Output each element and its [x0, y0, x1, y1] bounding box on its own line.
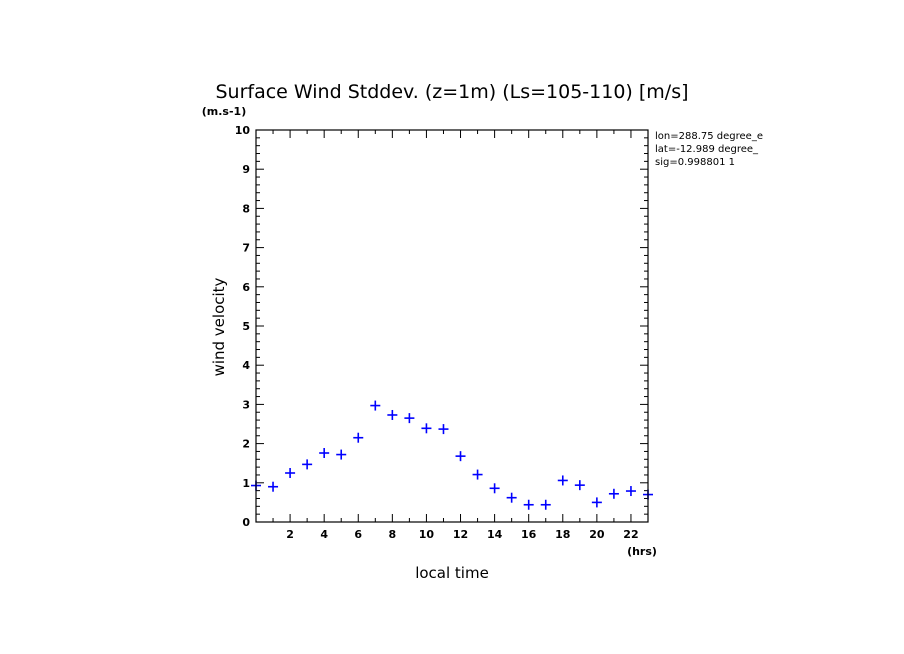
chart-title: Surface Wind Stddev. (z=1m) (Ls=105-110)… [215, 81, 688, 103]
x-tick-label: 4 [320, 528, 328, 541]
data-point [285, 468, 296, 478]
data-point [404, 413, 415, 424]
data-point [489, 483, 500, 494]
x-tick-label: 10 [419, 528, 435, 541]
data-point [387, 409, 398, 420]
x-unit-label: (hrs) [627, 545, 657, 558]
data-point [455, 451, 466, 462]
y-tick-label: 6 [242, 281, 250, 294]
data-point [523, 499, 534, 510]
data-point [591, 497, 602, 508]
data-point [557, 475, 568, 486]
info-line-lat: lat=-12.989 degree_ [655, 144, 759, 155]
x-tick-label: 18 [555, 528, 570, 541]
y-tick-label: 3 [242, 398, 250, 411]
data-point [608, 488, 619, 499]
y-axis-label: wind velocity [210, 277, 228, 376]
x-tick-label: 20 [589, 528, 605, 541]
y-tick-label: 5 [242, 320, 250, 333]
data-point [438, 424, 449, 435]
y-tick-label: 10 [235, 124, 251, 137]
y-tick-label: 9 [242, 163, 250, 176]
data-point [540, 499, 551, 510]
data-point [625, 486, 636, 497]
x-tick-label: 22 [623, 528, 638, 541]
x-tick-label: 12 [453, 528, 468, 541]
data-point [472, 469, 483, 480]
y-tick-label: 7 [242, 242, 250, 255]
data-point [370, 400, 381, 411]
y-tick-label: 1 [242, 477, 250, 490]
data-point [319, 448, 330, 459]
data-points [251, 400, 653, 510]
y-unit-label: (m.s-1) [202, 105, 246, 118]
data-point [268, 481, 279, 492]
data-point [574, 480, 585, 491]
y-tick-label: 0 [242, 516, 250, 529]
x-axis-label: local time [415, 564, 489, 582]
x-tick-label: 6 [354, 528, 362, 541]
info-line-sig: sig=0.998801 1 [655, 157, 735, 168]
data-point [506, 492, 517, 503]
data-point [336, 449, 347, 460]
data-point [353, 432, 364, 443]
x-tick-label: 16 [521, 528, 537, 541]
data-point [302, 459, 313, 470]
y-tick-label: 4 [242, 359, 250, 372]
y-tick-label: 2 [242, 438, 250, 451]
plot-frame [255, 129, 649, 523]
plot-axes [255, 129, 649, 523]
data-point [421, 423, 432, 434]
x-tick-label: 2 [286, 528, 294, 541]
info-line-lon: lon=288.75 degree_e [655, 131, 763, 142]
x-tick-label: 8 [389, 528, 397, 541]
x-tick-label: 14 [487, 528, 503, 541]
y-tick-label: 8 [242, 202, 250, 215]
